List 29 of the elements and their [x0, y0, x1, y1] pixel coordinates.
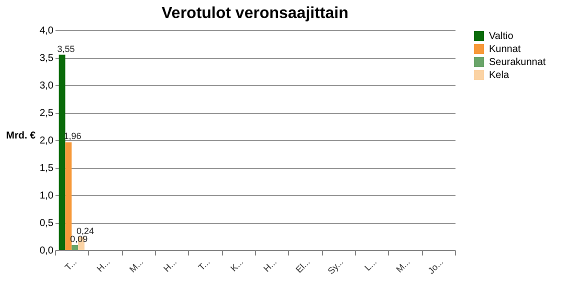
y-tick-label: 3,0 [40, 80, 54, 92]
y-tick-label: 0,0 [40, 246, 54, 256]
y-tick-label: 0,5 [40, 218, 54, 229]
x-tick-label: El... [294, 256, 312, 275]
y-tick-label: 3,5 [40, 53, 54, 64]
x-tick-label: Jo... [426, 256, 446, 276]
data-label: 3,55 [57, 44, 75, 54]
legend-label: Kunnat [489, 44, 521, 55]
x-tick-label: M... [394, 256, 412, 274]
x-tick-label: Sy... [326, 256, 346, 276]
legend-label: Valtio [489, 31, 514, 42]
y-tick-label: 2,0 [40, 136, 54, 146]
y-tick-label: 2,5 [40, 108, 54, 119]
x-tick-label: K... [228, 256, 246, 274]
x-tick-label: T... [196, 256, 212, 272]
chart-title: Verotulot veronsaajittain [162, 5, 348, 22]
x-tick-label: H... [162, 256, 179, 274]
x-tick-label: H... [94, 256, 112, 274]
x-tick-label: T... [62, 256, 79, 272]
legend-label: Seurakunnat [489, 57, 546, 68]
x-tick-label: M... [128, 256, 146, 274]
data-label: 0,24 [76, 226, 94, 236]
x-tick-label: H... [262, 256, 279, 274]
x-tick-label: L... [362, 256, 379, 273]
y-tick-label: 4,0 [40, 26, 54, 36]
y-tick-label: 1,5 [40, 163, 54, 174]
y-tick-label: 1,0 [40, 190, 54, 202]
y-axis-title: Mrd. € [6, 130, 36, 142]
legend-label: Kela [489, 70, 510, 81]
